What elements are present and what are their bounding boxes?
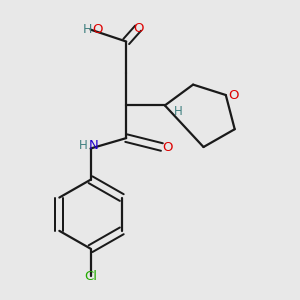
Text: H: H bbox=[79, 139, 88, 152]
Text: O: O bbox=[163, 140, 173, 154]
Text: N: N bbox=[89, 139, 98, 152]
Text: Cl: Cl bbox=[84, 270, 97, 283]
Text: O: O bbox=[228, 88, 238, 101]
Text: H: H bbox=[83, 23, 92, 36]
Text: H: H bbox=[174, 105, 183, 118]
Text: O: O bbox=[133, 22, 143, 34]
Text: O: O bbox=[93, 23, 103, 36]
